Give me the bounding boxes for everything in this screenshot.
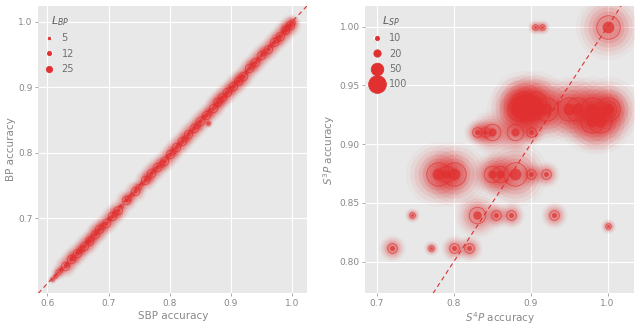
- X-axis label: SBP accuracy: SBP accuracy: [138, 311, 208, 321]
- Legend: 5, 12, 25: 5, 12, 25: [43, 10, 78, 78]
- Y-axis label: BP accuracy: BP accuracy: [6, 118, 15, 181]
- Y-axis label: $S^3P$ accuracy: $S^3P$ accuracy: [321, 114, 337, 185]
- Legend: 10, 20, 50, 100: 10, 20, 50, 100: [371, 10, 411, 93]
- X-axis label: $S^4P$ accuracy: $S^4P$ accuracy: [465, 311, 535, 326]
